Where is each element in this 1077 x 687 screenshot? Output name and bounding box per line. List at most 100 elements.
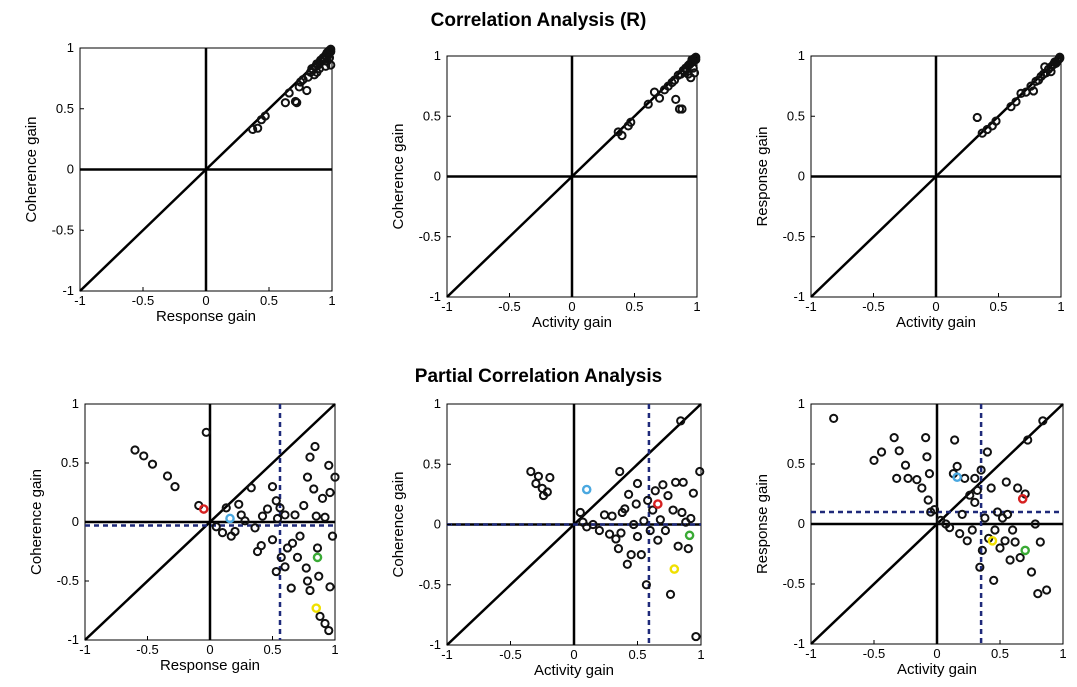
data-point	[876, 447, 887, 457]
x-tick-label: 0.5	[625, 299, 643, 314]
chart-top-left: -1 -0.5 0 0.5 1 -1 -0.5 0 0.5 1 Response gain Coher…	[23, 40, 336, 325]
y-tick-label: -0.5	[419, 229, 441, 244]
data-point	[617, 130, 627, 141]
data-point	[1013, 483, 1023, 493]
data-point	[989, 575, 999, 586]
highlight-point-green	[1020, 545, 1030, 556]
data-point	[314, 64, 324, 74]
data-point	[320, 618, 330, 629]
data-point	[282, 543, 293, 553]
data-point	[314, 571, 324, 581]
highlight-point-green	[684, 530, 695, 541]
x-tick-label: -0.5	[498, 299, 520, 314]
data-point	[977, 545, 987, 556]
data-point	[326, 60, 336, 70]
x-tick-label: 0	[206, 642, 213, 657]
data-point	[302, 576, 313, 586]
data-point	[290, 96, 301, 107]
data-point	[284, 88, 294, 98]
data-point	[917, 483, 927, 493]
data-point	[967, 525, 977, 535]
data-point	[162, 471, 173, 481]
x-tick-label: 0.5	[991, 646, 1009, 661]
x-tick-label: 0.5	[263, 642, 281, 657]
data-point	[324, 625, 334, 636]
data-point	[240, 516, 250, 526]
data-point	[1016, 88, 1026, 98]
data-point	[980, 513, 990, 523]
data-point	[663, 490, 673, 501]
data-point	[309, 484, 319, 494]
data-point	[677, 507, 687, 518]
y-axis-label: Coherence gain	[23, 117, 40, 223]
data-point	[294, 82, 304, 92]
data-point	[301, 563, 311, 573]
data-point	[654, 93, 665, 103]
y-tick-label: -0.5	[57, 573, 79, 588]
data-point	[1015, 553, 1025, 563]
x-tick-label: 0	[202, 293, 209, 308]
data-point	[829, 413, 839, 423]
data-point	[531, 478, 541, 489]
x-tick-label: -1	[805, 646, 817, 661]
data-point	[629, 519, 639, 530]
data-point	[639, 516, 649, 526]
chart-top-right: -1 -0.5 0 0.5 1 -1 -0.5 0 0.5 1 Activity gain Respo…	[754, 48, 1065, 331]
data-point	[643, 495, 653, 505]
x-tick-label: -1	[74, 293, 86, 308]
data-point	[211, 522, 221, 532]
data-point	[676, 416, 686, 426]
y-tick-label: 0	[434, 517, 441, 532]
data-point	[1055, 52, 1065, 62]
y-axis-label: Response gain	[754, 126, 771, 226]
x-tick-label: -1	[79, 642, 91, 657]
data-point	[649, 87, 660, 97]
x-tick-label: 1	[331, 642, 338, 657]
data-point	[538, 490, 549, 501]
data-point	[650, 486, 660, 496]
data-point	[990, 525, 1000, 535]
data-point	[1010, 537, 1020, 547]
data-point	[147, 459, 158, 469]
data-point	[302, 472, 313, 482]
data-point	[678, 477, 688, 487]
x-axis-label: Response gain	[156, 308, 256, 325]
x-tick-label: 0.5	[989, 299, 1007, 314]
data-point	[689, 68, 700, 78]
data-point	[631, 499, 641, 509]
data-point	[1005, 555, 1015, 565]
data-point	[604, 529, 615, 539]
data-point	[302, 85, 312, 96]
data-point	[267, 535, 278, 545]
data-point	[894, 446, 904, 456]
y-axis-label: Response gain	[754, 474, 771, 574]
data-point	[622, 559, 632, 569]
data-point	[588, 519, 598, 530]
data-point	[695, 466, 705, 477]
data-point	[221, 503, 231, 513]
data-point	[271, 496, 281, 506]
data-point	[658, 480, 668, 490]
data-point	[324, 460, 334, 470]
data-point	[995, 543, 1005, 553]
data-point	[900, 460, 911, 470]
data-point	[655, 515, 665, 525]
x-tick-label: -0.5	[132, 293, 154, 308]
data-point	[201, 427, 211, 437]
x-tick-label: 0	[570, 647, 577, 662]
y-tick-label: -1	[793, 636, 805, 651]
data-point	[295, 531, 305, 541]
data-point	[688, 63, 698, 73]
data-point	[665, 589, 676, 599]
y-tick-label: -0.5	[52, 222, 74, 237]
data-point	[991, 116, 1001, 126]
x-tick-label: 0.5	[260, 293, 278, 308]
y-tick-label: -1	[429, 289, 441, 304]
data-point	[945, 523, 955, 533]
y-tick-label: 0.5	[56, 101, 74, 116]
y-tick-label: 0.5	[423, 456, 441, 471]
x-tick-label: -0.5	[136, 642, 158, 657]
data-point	[526, 466, 536, 477]
data-point	[130, 445, 140, 455]
